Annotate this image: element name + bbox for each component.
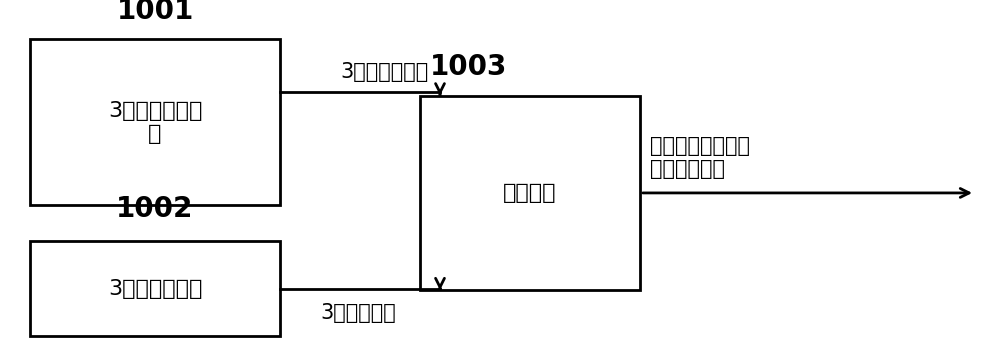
Text: 标定模块: 标定模块 [503, 183, 557, 203]
Bar [30, 241, 280, 336]
Text: 标定后的加速度值
和磁场测量值: 标定后的加速度值 和磁场测量值 [650, 136, 750, 179]
Text: 3轴磁力传感器: 3轴磁力传感器 [108, 279, 202, 298]
Text: 3轴加速度数据: 3轴加速度数据 [340, 62, 428, 81]
Bar [420, 96, 640, 290]
Text: 3轴加速度传感
器: 3轴加速度传感 器 [108, 101, 202, 144]
Text: 1002: 1002 [116, 195, 194, 223]
Text: 1001: 1001 [116, 0, 194, 25]
Text: 1003: 1003 [430, 53, 507, 81]
Bar [30, 39, 280, 205]
Text: 3轴地磁数据: 3轴地磁数据 [320, 303, 396, 322]
